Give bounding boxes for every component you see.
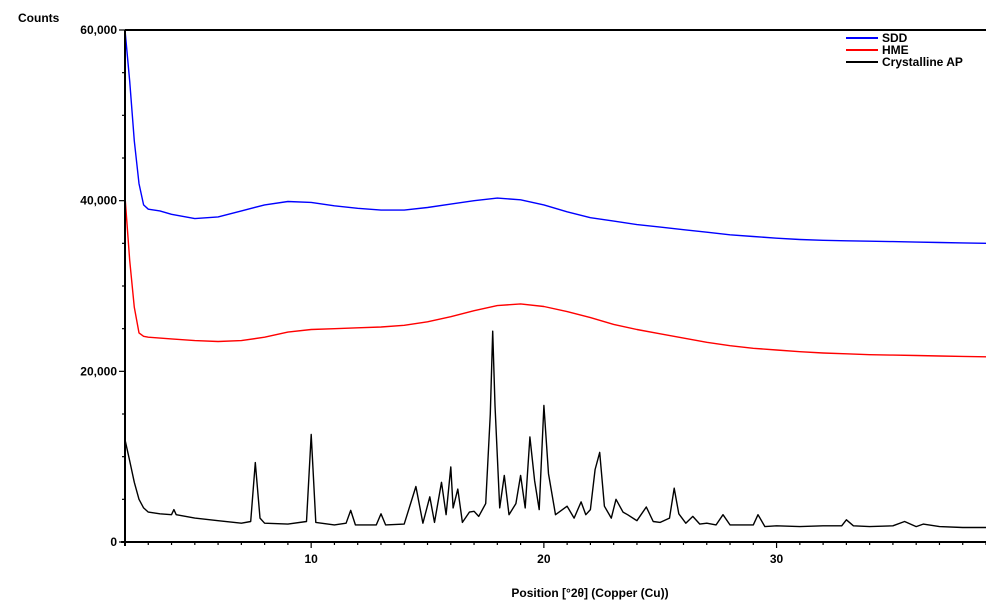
y-tick-label: 20,000 (80, 364, 117, 378)
y-axis-title: Counts (18, 11, 60, 25)
axes-layer: 10 20 30 0 20,000 40,000 60,000 (80, 23, 986, 566)
series-line-hme (124, 196, 986, 358)
x-tick-label: 20 (537, 552, 551, 566)
x-tick-label: 10 (304, 552, 318, 566)
y-tick-label: 60,000 (80, 23, 117, 37)
legend-label: SDD (882, 31, 908, 45)
series-line-sdd (124, 29, 986, 244)
x-axis-title: Position [°2θ] (Copper (Cu)) (511, 586, 668, 600)
x-tick-label: 30 (770, 552, 784, 566)
y-tick-label: 40,000 (80, 194, 117, 208)
y-tick-label: 0 (110, 535, 117, 549)
series-layer (124, 29, 986, 529)
legend-label: HME (882, 43, 909, 57)
series-line-crystalline-ap (124, 330, 986, 529)
legend-label: Crystalline AP (882, 55, 963, 69)
